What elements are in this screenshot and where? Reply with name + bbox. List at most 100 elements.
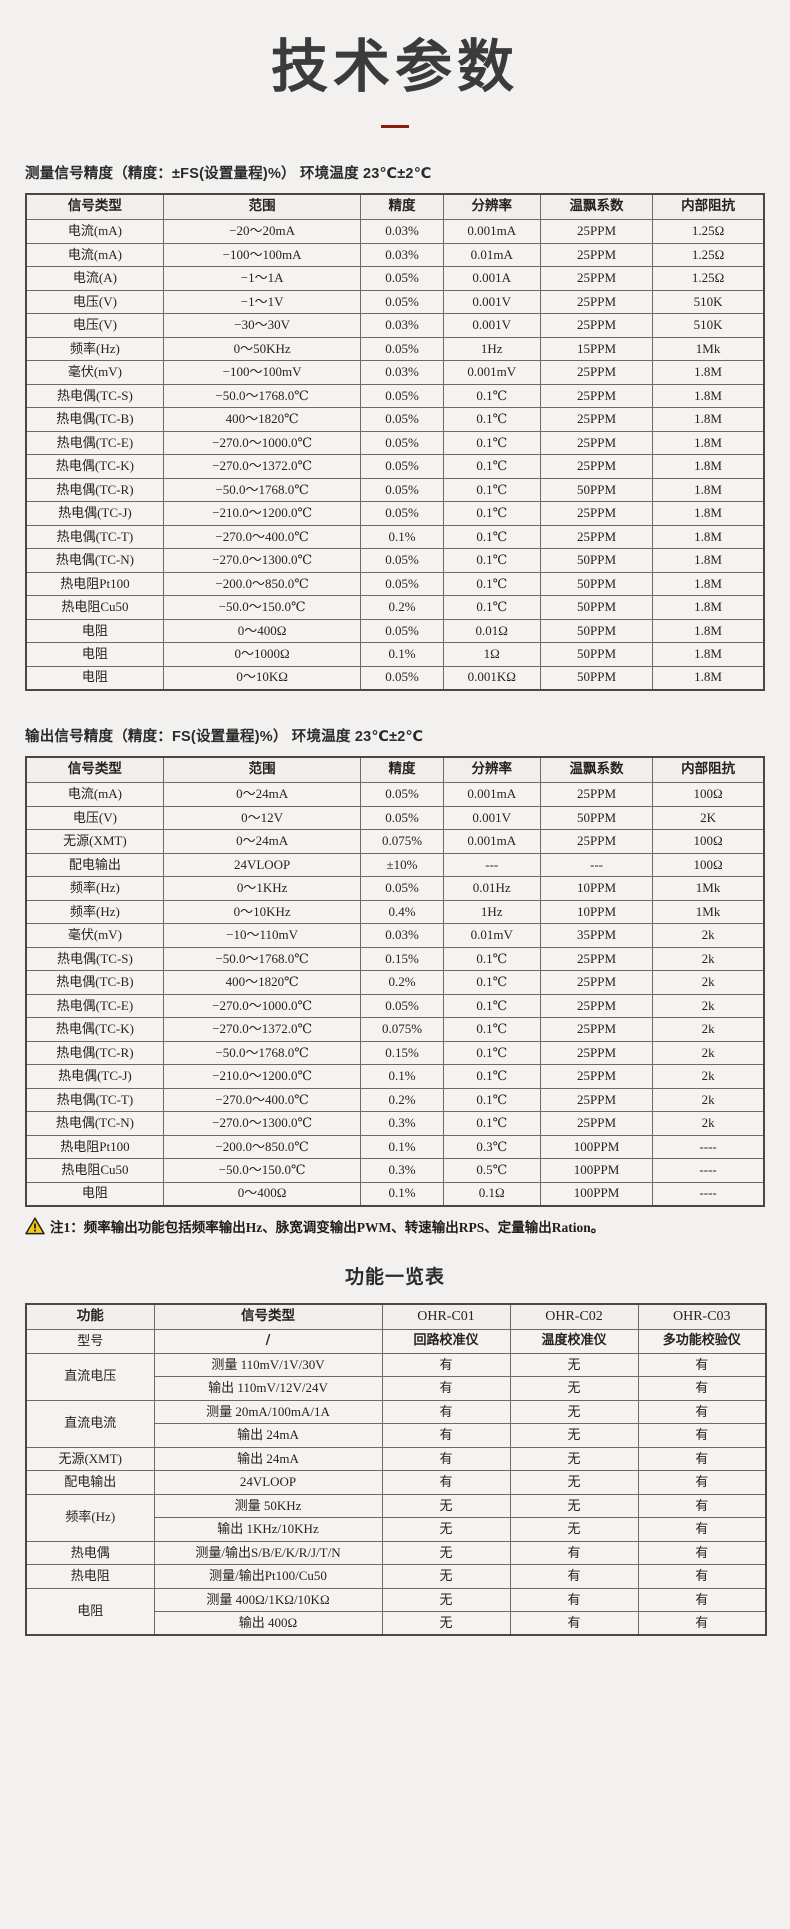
page-title: 技术参数	[271, 34, 519, 100]
table-cell: −50.0～1768.0℃	[162, 383, 362, 409]
table-row: 热电偶(TC-K) −270.0～1372.0℃ 0.075% 0.1℃ 25PPM 2k	[25, 1017, 765, 1042]
table-cell: 0～400Ω	[162, 618, 362, 644]
support-cell: 有	[637, 1446, 767, 1472]
column-header: 范围	[162, 193, 362, 221]
table-cell: 0.05%	[360, 618, 444, 644]
table-cell: 0.1℃	[442, 548, 541, 573]
table-cell: 热电阻Pt100	[25, 571, 164, 597]
table-row: 热电偶 测量/输出S/B/E/K/R/J/T/N 无有有	[25, 1540, 767, 1566]
table-cell: 0.1℃	[442, 1087, 541, 1113]
table-cell: 1.8M	[652, 642, 765, 667]
support-cell: 无	[381, 1564, 511, 1589]
table-cell: 1Ω	[442, 642, 541, 667]
table-cell: 25PPM	[539, 782, 654, 807]
table-cell: 0.15%	[360, 946, 444, 972]
feature-cell: 热电阻	[25, 1564, 155, 1589]
support-cell: 有	[637, 1399, 767, 1425]
table-row: 热电偶(TC-T) −270.0～400.0℃ 0.1% 0.1℃ 25PPM 1.8M	[25, 524, 765, 550]
table-cell: 1Mk	[652, 876, 765, 901]
table-cell: 热电偶(TC-K)	[25, 1017, 164, 1042]
table-cell: 400～1820℃	[162, 970, 362, 995]
table-cell: 电阻	[25, 642, 164, 667]
support-cell: 有	[381, 1399, 511, 1425]
table-cell: 0.5℃	[442, 1158, 541, 1183]
table-cell: 0.1%	[360, 1134, 444, 1160]
column-header: 分辨率	[442, 193, 541, 221]
table-cell: 0.03%	[360, 923, 444, 948]
column-header: 信号类型	[25, 193, 164, 221]
table-cell: 热电阻Cu50	[25, 595, 164, 620]
signal-type-cell: 测量 110mV/1V/30V	[153, 1352, 383, 1378]
table-cell: 25PPM	[539, 242, 654, 268]
table-cell: 25PPM	[539, 1064, 654, 1089]
table-cell: 0.2%	[360, 1087, 444, 1113]
table-cell: 1.8M	[652, 571, 765, 597]
support-cell: 无	[381, 1587, 511, 1613]
table-cell: 0.1℃	[442, 946, 541, 972]
column-header: OHR-C01	[381, 1303, 511, 1331]
table-cell: 0.075%	[360, 1017, 444, 1042]
table-cell: 热电偶(TC-R)	[25, 477, 164, 503]
table-cell: 电流(mA)	[25, 782, 164, 807]
table-cell: 1.25Ω	[652, 242, 765, 268]
feature-cell: 无源(XMT)	[25, 1446, 155, 1472]
table-cell: 0.05%	[360, 289, 444, 315]
table-row: 输出 1KHz/10KHz 无无有	[26, 1517, 767, 1542]
table-cell: 电压(V)	[25, 805, 164, 831]
table-cell: 1.25Ω	[652, 266, 765, 291]
table-body: 电流(mA) −20～20mA 0.03% 0.001mA 25PPM 1.25Ω 电流(m…	[25, 219, 765, 691]
support-cell: 无	[381, 1540, 511, 1566]
table-cell: 50PPM	[539, 805, 654, 831]
table-cell: 2k	[652, 946, 765, 972]
table-cell: 0.1℃	[442, 501, 541, 526]
table-cell: 25PPM	[539, 360, 654, 385]
feature-cell: 电阻	[25, 1587, 155, 1636]
table-row: 热电偶(TC-B) 400～1820℃ 0.05% 0.1℃ 25PPM 1.8M	[25, 407, 765, 432]
table-row: 配电输出 24VLOOP ±10% --- --- 100Ω	[25, 852, 765, 878]
table-row: 电压(V) −30～30V 0.03% 0.001V 25PPM 510K	[25, 313, 765, 338]
table-row: 电流(mA) 0～24mA 0.05% 0.001mA 25PPM 100Ω	[25, 782, 765, 807]
table-cell: 1.8M	[652, 407, 765, 432]
table-body: 型号 / 回路校准仪 温度校准仪 多功能校验仪 直流电压 测量 110mV/1V/30V 有无…	[25, 1329, 767, 1636]
table-cell: 0.01Hz	[442, 876, 541, 901]
table-cell: 0.1℃	[442, 571, 541, 597]
table-cell: 100Ω	[652, 782, 765, 807]
table-cell: 0.03%	[360, 219, 444, 244]
table-cell: 0～400Ω	[162, 1181, 362, 1207]
table-cell: 0.05%	[360, 548, 444, 573]
table-cell: 0.05%	[360, 876, 444, 901]
support-cell: 无	[509, 1376, 639, 1401]
table-cell: 510K	[652, 313, 765, 338]
signal-type-cell: 24VLOOP	[153, 1470, 383, 1495]
table-cell: 35PPM	[539, 923, 654, 948]
table-cell: 50PPM	[539, 548, 654, 573]
table-cell: 0.2%	[360, 595, 444, 620]
table-cell: −1～1A	[162, 266, 362, 291]
table-cell: 0.1℃	[442, 454, 541, 479]
column-header: 信号类型	[153, 1303, 383, 1331]
table-row: 热电偶(TC-R) −50.0～1768.0℃ 0.15% 0.1℃ 25PPM 2k	[25, 1040, 765, 1066]
table-cell: −270.0～1372.0℃	[162, 454, 362, 479]
table-cell: 2K	[652, 805, 765, 831]
table-cell: −200.0～850.0℃	[162, 571, 362, 597]
table-cell: 0.03%	[360, 313, 444, 338]
table-row: 热电偶(TC-S) −50.0～1768.0℃ 0.15% 0.1℃ 25PPM 2k	[25, 946, 765, 972]
signal-type-cell: 输出 24mA	[153, 1423, 383, 1448]
table-row: 电流(A) −1～1A 0.05% 0.001A 25PPM 1.25Ω	[25, 266, 765, 291]
table-cell: 0.1℃	[442, 1040, 541, 1066]
table-cell: −50.0～1768.0℃	[162, 477, 362, 503]
table-cell: 0.05%	[360, 383, 444, 409]
table-cell: 0.001mV	[442, 360, 541, 385]
feature-cell: 热电偶	[25, 1540, 155, 1566]
table-cell: 0.05%	[360, 805, 444, 831]
table-body: 电流(mA) 0～24mA 0.05% 0.001mA 25PPM 100Ω 电压(V) 0～…	[25, 782, 765, 1207]
table-row: 热电阻Cu50 −50.0～150.0℃ 0.3% 0.5℃ 100PPM ----	[25, 1158, 765, 1183]
support-cell: 无	[509, 1399, 639, 1425]
table-cell: 1Hz	[442, 899, 541, 925]
table-cell: 0.05%	[360, 665, 444, 691]
table-cell: 0.05%	[360, 782, 444, 807]
table-cell: 10PPM	[539, 899, 654, 925]
column-header: 内部阻抗	[652, 756, 765, 784]
table-cell: 0.001KΩ	[442, 665, 541, 691]
table-cell: 热电偶(TC-N)	[25, 548, 164, 573]
